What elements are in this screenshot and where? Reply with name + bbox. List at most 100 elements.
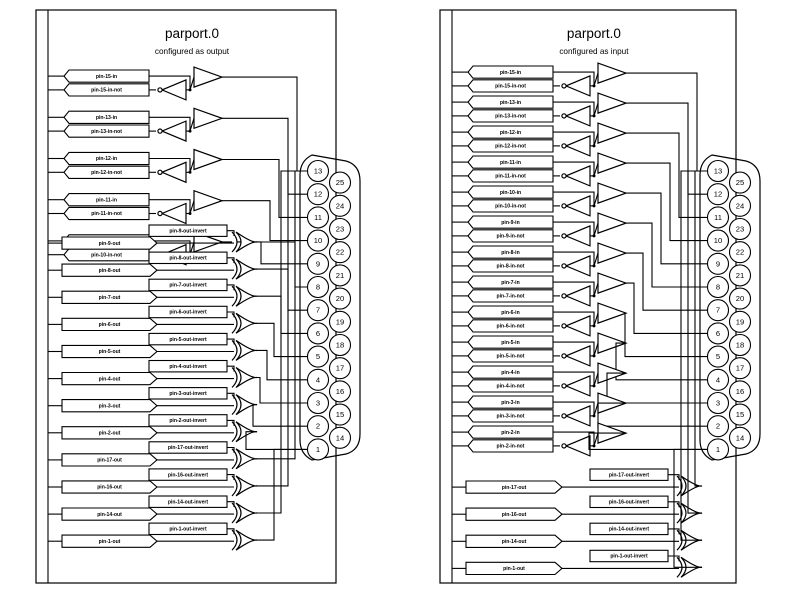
output-panel-connector-pin-21[interactable] — [328, 264, 352, 287]
input-panel-connector-pin-13[interactable] — [706, 159, 730, 183]
input-panel-connector-pin-25[interactable] — [728, 171, 752, 194]
input-panel-connector-pin-8[interactable] — [706, 275, 730, 299]
input-panel-connector-pin-15[interactable] — [728, 403, 752, 426]
output-panel-connector-pin-7[interactable] — [306, 299, 330, 322]
input-panel-pin-4-in-flag[interactable] — [467, 365, 554, 379]
output-panel-pin-16-out-flag[interactable] — [61, 480, 158, 494]
input-panel-pin-13-in-flag[interactable] — [467, 95, 554, 109]
input-panel-pin-9-in-flag[interactable] — [467, 215, 554, 229]
input-panel-connector-pin-5[interactable] — [706, 345, 730, 368]
input-panel-connector-pin-2[interactable] — [706, 415, 730, 438]
input-panel-pin-10-in-flag[interactable] — [467, 185, 554, 199]
input-panel-pin-16-out-flag[interactable] — [465, 507, 563, 521]
input-panel-connector-pin-9[interactable] — [706, 252, 730, 275]
output-panel-connector-pin-10[interactable] — [306, 229, 330, 252]
output-panel-pin-17-out-flag[interactable] — [61, 453, 158, 467]
output-panel-pin-8-out-flag[interactable] — [61, 263, 158, 277]
input-panel-connector-pin-12[interactable] — [706, 183, 730, 206]
input-panel-pin-3-in-not-flag[interactable] — [467, 409, 554, 423]
input-panel-pin-6-in-flag[interactable] — [467, 305, 554, 319]
input-panel-connector-pin-24[interactable] — [728, 194, 752, 217]
output-panel-connector-pin-3[interactable] — [306, 391, 330, 415]
input-panel-pin-12-in-not-flag[interactable] — [467, 139, 554, 153]
input-panel-connector-pin-4[interactable] — [706, 368, 730, 391]
input-panel-connector-pin-21[interactable] — [728, 264, 752, 287]
output-panel-connector-pin-18[interactable] — [328, 333, 352, 357]
output-panel-connector-pin-17[interactable] — [328, 357, 352, 380]
output-panel-connector-pin-11[interactable] — [306, 206, 330, 229]
output-panel-connector-pin-15[interactable] — [328, 403, 352, 426]
input-panel-connector-pin-17[interactable] — [728, 357, 752, 380]
input-panel-connector-pin-3[interactable] — [706, 391, 730, 415]
output-panel-connector-pin-16[interactable] — [328, 380, 352, 403]
input-panel-connector-pin-23[interactable] — [728, 217, 752, 241]
input-panel-pin-8-in-flag[interactable] — [467, 245, 554, 259]
output-panel-pin-11-in-flag[interactable] — [63, 193, 150, 207]
output-panel-connector-pin-25[interactable] — [328, 171, 352, 194]
output-panel-pin-13-in-not-flag[interactable] — [63, 124, 150, 138]
output-panel-pin-9-out-flag[interactable] — [61, 236, 158, 250]
input-panel-connector-pin-7[interactable] — [706, 299, 730, 322]
output-panel-pin-11-in-not-flag[interactable] — [63, 206, 150, 221]
output-panel-pin-12-in-flag[interactable] — [63, 151, 150, 166]
input-panel-connector-pin-11[interactable] — [706, 206, 730, 229]
input-panel-pin-13-in-not-flag[interactable] — [467, 109, 554, 123]
output-panel-connector-pin-22[interactable] — [328, 241, 352, 264]
output-panel-connector-pin-19[interactable] — [328, 310, 352, 333]
input-panel-connector-pin-10[interactable] — [706, 229, 730, 252]
input-panel-connector-pin-20[interactable] — [728, 287, 752, 310]
input-panel-connector-pin-14[interactable] — [728, 426, 752, 449]
input-panel-pin-8-in-not-flag[interactable] — [467, 259, 554, 273]
output-panel-connector-pin-24[interactable] — [328, 194, 352, 217]
input-panel-pin-9-in-not-flag[interactable] — [467, 229, 554, 243]
input-panel-pin-2-in-flag[interactable] — [467, 425, 554, 439]
input-panel-connector-pin-1[interactable] — [706, 438, 730, 461]
input-panel-pin-15-in-not-flag[interactable] — [467, 79, 554, 93]
output-panel-connector-pin-6[interactable] — [306, 322, 330, 345]
input-panel-pin-12-in-flag[interactable] — [467, 125, 554, 139]
input-panel-pin-3-in-flag[interactable] — [467, 395, 554, 409]
input-panel-pin-4-in-not-flag[interactable] — [467, 379, 554, 393]
input-panel-pin-5-in-flag[interactable] — [467, 335, 554, 349]
output-panel-pin-15-in-not-flag[interactable] — [63, 83, 150, 97]
output-panel-pin-15-in-flag[interactable] — [63, 69, 150, 83]
output-panel-pin-4-out-flag[interactable] — [61, 371, 158, 386]
input-panel-connector-pin-6[interactable] — [706, 322, 730, 345]
input-panel-pin-17-out-flag[interactable] — [465, 480, 563, 494]
output-panel-connector-pin-20[interactable] — [328, 287, 352, 310]
output-panel-pin-3-out-flag[interactable] — [61, 399, 158, 413]
input-panel-pin-2-in-not-flag[interactable] — [467, 439, 554, 453]
input-panel-pin-14-out-flag[interactable] — [465, 534, 563, 548]
output-panel-pin-1-out-flag[interactable] — [61, 534, 158, 548]
output-panel-connector-pin-8[interactable] — [306, 275, 330, 299]
input-panel-pin-10-in-not-flag[interactable] — [467, 199, 554, 213]
output-panel-pin-13-in-flag[interactable] — [63, 110, 150, 124]
output-panel-connector-pin-9[interactable] — [306, 252, 330, 275]
input-panel-pin-7-in-not-flag[interactable] — [467, 289, 554, 303]
input-panel-pin-15-in-flag[interactable] — [467, 65, 554, 79]
output-panel-connector-pin-14[interactable] — [328, 426, 352, 449]
output-panel-pin-7-out-flag[interactable] — [61, 290, 158, 304]
input-panel-connector-pin-18[interactable] — [728, 333, 752, 357]
input-panel-pin-11-in-not-flag[interactable] — [467, 169, 554, 183]
input-panel-pin-6-in-not-flag[interactable] — [467, 319, 554, 333]
output-panel-connector-pin-4[interactable] — [306, 368, 330, 391]
output-panel-pin-5-out-flag[interactable] — [61, 344, 158, 359]
input-panel-pin-7-in-flag[interactable] — [467, 275, 554, 289]
output-panel-connector-pin-1[interactable] — [306, 438, 330, 461]
output-panel-pin-6-out-flag[interactable] — [61, 317, 158, 332]
input-panel-pin-11-in-flag[interactable] — [467, 155, 554, 169]
output-panel-pin-2-out-flag[interactable] — [61, 426, 158, 440]
input-panel-pin-5-in-not-flag[interactable] — [467, 349, 554, 363]
output-panel-connector-pin-23[interactable] — [328, 217, 352, 241]
input-panel-connector-pin-19[interactable] — [728, 310, 752, 333]
output-panel-connector-pin-2[interactable] — [306, 415, 330, 438]
output-panel-connector-pin-5[interactable] — [306, 345, 330, 368]
output-panel-pin-12-in-not-flag[interactable] — [63, 165, 150, 179]
input-panel-pin-1-out-flag[interactable] — [465, 561, 563, 576]
output-panel-pin-14-out-flag[interactable] — [61, 507, 158, 521]
input-panel-connector-pin-22[interactable] — [728, 241, 752, 264]
output-panel-connector-pin-13[interactable] — [306, 159, 330, 183]
output-panel-connector-pin-12[interactable] — [306, 183, 330, 206]
input-panel-connector-pin-16[interactable] — [728, 380, 752, 403]
